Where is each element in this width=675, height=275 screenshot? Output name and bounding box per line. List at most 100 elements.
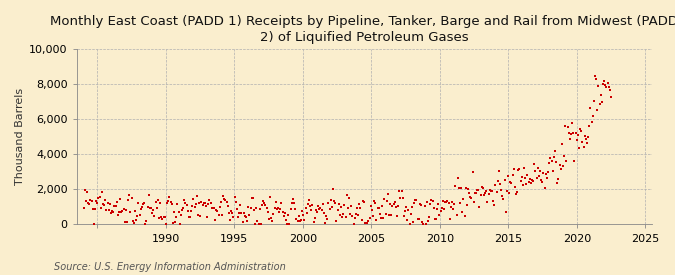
Point — [360, 221, 371, 225]
Point — [371, 218, 382, 222]
Point — [103, 208, 114, 213]
Point — [369, 199, 379, 204]
Point — [457, 210, 468, 214]
Point — [470, 191, 481, 196]
Point — [82, 190, 92, 195]
Point — [115, 197, 126, 201]
Point — [597, 82, 608, 86]
Point — [358, 200, 369, 204]
Point — [558, 164, 568, 168]
Point — [266, 216, 277, 220]
Point — [416, 203, 427, 208]
Point — [340, 215, 351, 219]
Point — [389, 200, 400, 205]
Point — [236, 211, 247, 215]
Point — [468, 200, 479, 204]
Point — [100, 197, 111, 202]
Point — [395, 196, 406, 200]
Point — [88, 222, 99, 227]
Point — [248, 208, 259, 212]
Point — [571, 138, 582, 142]
Point — [304, 204, 315, 208]
Point — [281, 218, 292, 222]
Point — [215, 200, 226, 204]
Point — [85, 198, 96, 202]
Point — [379, 197, 390, 201]
Point — [393, 204, 404, 208]
Point — [151, 206, 162, 210]
Point — [456, 186, 466, 190]
Point — [242, 219, 252, 223]
Point — [136, 206, 146, 211]
Point — [421, 200, 432, 205]
Point — [315, 206, 326, 210]
Point — [500, 210, 511, 214]
Point — [158, 215, 169, 220]
Point — [102, 201, 113, 205]
Point — [128, 219, 138, 223]
Point — [357, 198, 368, 203]
Point — [289, 201, 300, 206]
Point — [222, 204, 233, 208]
Point — [567, 121, 578, 125]
Point — [363, 219, 374, 223]
Point — [584, 124, 595, 128]
Point — [409, 201, 420, 205]
Point — [601, 84, 612, 89]
Point — [513, 168, 524, 172]
Point — [184, 215, 195, 219]
Point — [271, 207, 282, 211]
Point — [134, 213, 145, 217]
Point — [515, 178, 526, 183]
Point — [380, 212, 391, 216]
Point — [356, 218, 367, 222]
Point — [310, 208, 321, 213]
Point — [493, 169, 504, 173]
Point — [442, 199, 453, 204]
Point — [460, 186, 471, 190]
Point — [256, 222, 267, 227]
Point — [462, 203, 472, 207]
Point — [117, 208, 128, 213]
Point — [98, 202, 109, 206]
Point — [78, 206, 89, 210]
Point — [202, 215, 213, 219]
Point — [414, 201, 425, 206]
Point — [459, 213, 470, 218]
Point — [551, 160, 562, 164]
Point — [462, 187, 473, 191]
Point — [335, 204, 346, 209]
Point — [592, 108, 603, 112]
Point — [536, 178, 547, 183]
Point — [574, 145, 585, 150]
Point — [434, 213, 445, 217]
Point — [342, 206, 353, 210]
Point — [516, 174, 527, 179]
Point — [444, 217, 455, 221]
Point — [263, 217, 274, 221]
Point — [572, 132, 583, 137]
Point — [569, 159, 580, 163]
Point — [142, 205, 153, 210]
Point — [577, 140, 588, 144]
Point — [162, 201, 173, 206]
Point — [423, 218, 433, 223]
Point — [124, 193, 135, 197]
Point — [523, 180, 534, 184]
Point — [528, 178, 539, 183]
Point — [244, 213, 255, 218]
Point — [93, 196, 104, 200]
Point — [408, 220, 418, 224]
Point — [197, 202, 208, 207]
Point — [251, 206, 262, 210]
Point — [182, 209, 193, 214]
Point — [314, 207, 325, 211]
Point — [473, 188, 484, 192]
Point — [263, 210, 273, 214]
Point — [597, 100, 608, 104]
Point — [203, 202, 214, 207]
Point — [526, 177, 537, 182]
Point — [419, 204, 430, 208]
Point — [173, 210, 184, 214]
Point — [297, 209, 308, 214]
